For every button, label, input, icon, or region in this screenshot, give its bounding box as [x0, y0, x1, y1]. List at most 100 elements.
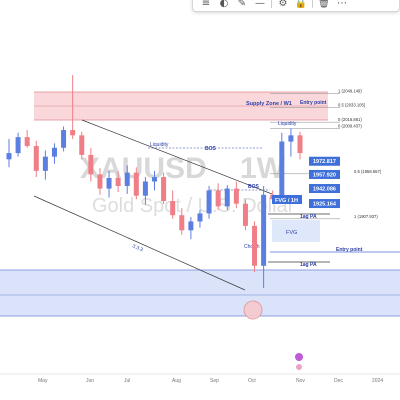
- demand-zone[interactable]: [0, 270, 400, 316]
- candle[interactable]: [70, 75, 76, 139]
- candle-body: [142, 181, 148, 196]
- candle[interactable]: [15, 132, 21, 157]
- candle[interactable]: [252, 221, 258, 273]
- candle[interactable]: [206, 185, 212, 219]
- candle[interactable]: [42, 150, 48, 180]
- palette-icon[interactable]: ◐: [219, 0, 229, 9]
- supply-zone-label: Supply Zone / W1: [246, 101, 292, 107]
- candle[interactable]: [197, 209, 203, 228]
- candle[interactable]: [233, 181, 239, 209]
- x-axis-label: Sep: [210, 378, 219, 384]
- candles[interactable]: [6, 75, 303, 288]
- candle-body: [161, 177, 167, 202]
- candle[interactable]: [51, 143, 57, 164]
- candle[interactable]: [152, 170, 157, 191]
- channel-label: 3.3.3: [131, 243, 144, 253]
- price-tag-bg: [309, 169, 340, 179]
- candle[interactable]: [133, 167, 139, 200]
- channel-upper-line[interactable]: [81, 119, 273, 195]
- candle-body: [261, 194, 267, 266]
- channel-lower-line[interactable]: [33, 195, 246, 291]
- x-axis: May Jun Jul Aug Sep Oct Nov Dec 2024: [38, 378, 383, 384]
- candle[interactable]: [33, 140, 39, 178]
- candle-body: [224, 188, 230, 207]
- candle[interactable]: [170, 190, 176, 219]
- price-tag-text: 1942.086: [313, 187, 336, 193]
- pencil-icon[interactable]: ✎: [237, 0, 247, 9]
- x-axis-label: Oct: [248, 378, 256, 384]
- liquidity-right-label: Liquidity: [278, 121, 297, 127]
- event-icon[interactable]: [295, 353, 303, 361]
- bos-mid-label: BOS: [248, 184, 260, 190]
- settings-icon[interactable]: ⚙: [278, 0, 288, 9]
- candle-body: [215, 190, 221, 207]
- toolbar-separator: [271, 0, 272, 8]
- liquidity-left-label: Liquidity: [150, 142, 169, 148]
- candle[interactable]: [124, 165, 130, 194]
- candle[interactable]: [79, 131, 85, 160]
- price-tag: 1942.086: [309, 184, 340, 194]
- fib-label: 1 (2049.149): [338, 89, 362, 94]
- candle-body: [233, 188, 239, 204]
- candle-body: [188, 221, 194, 231]
- candle-body: [133, 172, 139, 196]
- candle[interactable]: [279, 132, 285, 204]
- candle[interactable]: [297, 131, 303, 160]
- candle-body: [170, 201, 176, 216]
- lock-icon[interactable]: 🔒: [294, 0, 308, 9]
- price-tag-text: 1972.817: [313, 159, 336, 165]
- price-tag-text: 1925.164: [313, 202, 337, 208]
- bos-left-label: BOS: [205, 146, 217, 152]
- price-tags: 1972.817 1957.920 1942.086 1925.164: [309, 156, 340, 209]
- price-tag: 1972.817: [309, 156, 340, 166]
- candle-body: [279, 141, 285, 200]
- pa-label-1: 1ag PA: [300, 214, 317, 220]
- line-width-icon[interactable]: —: [255, 0, 265, 9]
- candle[interactable]: [88, 147, 94, 182]
- x-axis-label: Nov: [296, 378, 305, 384]
- candle[interactable]: [97, 168, 103, 195]
- candle-body: [206, 190, 212, 214]
- candle-body: [33, 146, 39, 171]
- candle[interactable]: [106, 170, 112, 198]
- candle[interactable]: [24, 130, 30, 148]
- entry-point-top: Entry point: [300, 100, 327, 106]
- fvg-1h-tag: [272, 195, 302, 204]
- fvg-zone[interactable]: [272, 220, 320, 242]
- fib-label: 0.5 (2033.105): [338, 103, 366, 108]
- candle-body: [15, 137, 21, 154]
- fib-label: 1 (1907.937): [354, 214, 378, 219]
- x-axis-label: Jun: [86, 378, 94, 384]
- candle[interactable]: [215, 183, 221, 210]
- candle[interactable]: [179, 208, 185, 235]
- candle[interactable]: [142, 177, 148, 205]
- candle[interactable]: [224, 185, 230, 210]
- fvg-1h-label: FVG / 1H: [275, 198, 298, 204]
- candle[interactable]: [61, 126, 67, 152]
- fib-label: 0 (2009.437): [338, 124, 362, 129]
- candle[interactable]: [261, 185, 267, 288]
- candle[interactable]: [115, 170, 121, 193]
- price-tag: 1957.920: [309, 169, 340, 179]
- candle-body: [152, 177, 157, 182]
- more-icon[interactable]: ⋯: [337, 0, 347, 9]
- entry-point-mid: Entry point: [336, 247, 363, 253]
- x-axis-label: 2024: [372, 378, 383, 384]
- menu-icon[interactable]: ≡: [201, 0, 211, 9]
- candle[interactable]: [6, 138, 12, 168]
- candle[interactable]: [188, 217, 194, 240]
- candle-body: [79, 135, 85, 155]
- candle-body: [179, 215, 185, 231]
- candle-body: [124, 172, 130, 186]
- drawing-toolbar[interactable]: ≡ ◐ ✎ — ⚙ 🔒 🗑 ⋯: [192, 0, 400, 12]
- reversal-circle-marker[interactable]: [243, 300, 263, 320]
- candle[interactable]: [242, 199, 248, 231]
- x-axis-label: Jul: [124, 378, 130, 384]
- fib-label: 0 (2016.861): [338, 117, 362, 122]
- candle[interactable]: [288, 128, 294, 157]
- trash-icon[interactable]: 🗑: [317, 0, 331, 9]
- candle[interactable]: [161, 172, 167, 204]
- event-icon-2[interactable]: [296, 364, 302, 370]
